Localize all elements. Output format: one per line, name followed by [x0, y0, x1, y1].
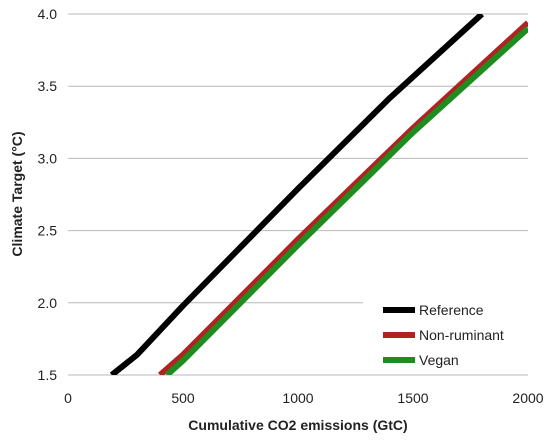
y-tick-label-2: 2.5 [38, 223, 58, 239]
legend-label-non-ruminant: Non-ruminant [419, 327, 504, 343]
x-tick-label-1: 500 [171, 390, 195, 406]
y-tick-label-1: 2.0 [38, 295, 58, 311]
x-tick-label-2: 1000 [282, 390, 313, 406]
series-line-non-ruminant [158, 20, 528, 375]
y-axis-ticks: 1.5 2.0 2.5 3.0 3.5 4.0 [38, 6, 58, 383]
y-tick-label-4: 3.5 [38, 78, 58, 94]
series-lines [109, 14, 528, 375]
x-tick-label-4: 2000 [512, 390, 543, 406]
legend: Reference Non-ruminant Vegan [363, 288, 528, 374]
x-tick-label-0: 0 [64, 390, 72, 406]
y-axis-title: Climate Target (°C) [9, 131, 25, 256]
y-tick-label-5: 4.0 [38, 6, 58, 22]
legend-label-vegan: Vegan [419, 352, 459, 368]
gridlines [68, 13, 528, 376]
x-tick-label-3: 1500 [397, 390, 428, 406]
y-tick-label-0: 1.5 [38, 367, 58, 383]
series-line-reference [109, 14, 485, 375]
series-line-vegan [164, 26, 528, 375]
y-tick-label-3: 3.0 [38, 150, 58, 166]
x-axis-title: Cumulative CO2 emissions (GtC) [188, 417, 407, 433]
legend-label-reference: Reference [419, 302, 484, 318]
x-axis-ticks: 0 500 1000 1500 2000 [64, 390, 544, 406]
